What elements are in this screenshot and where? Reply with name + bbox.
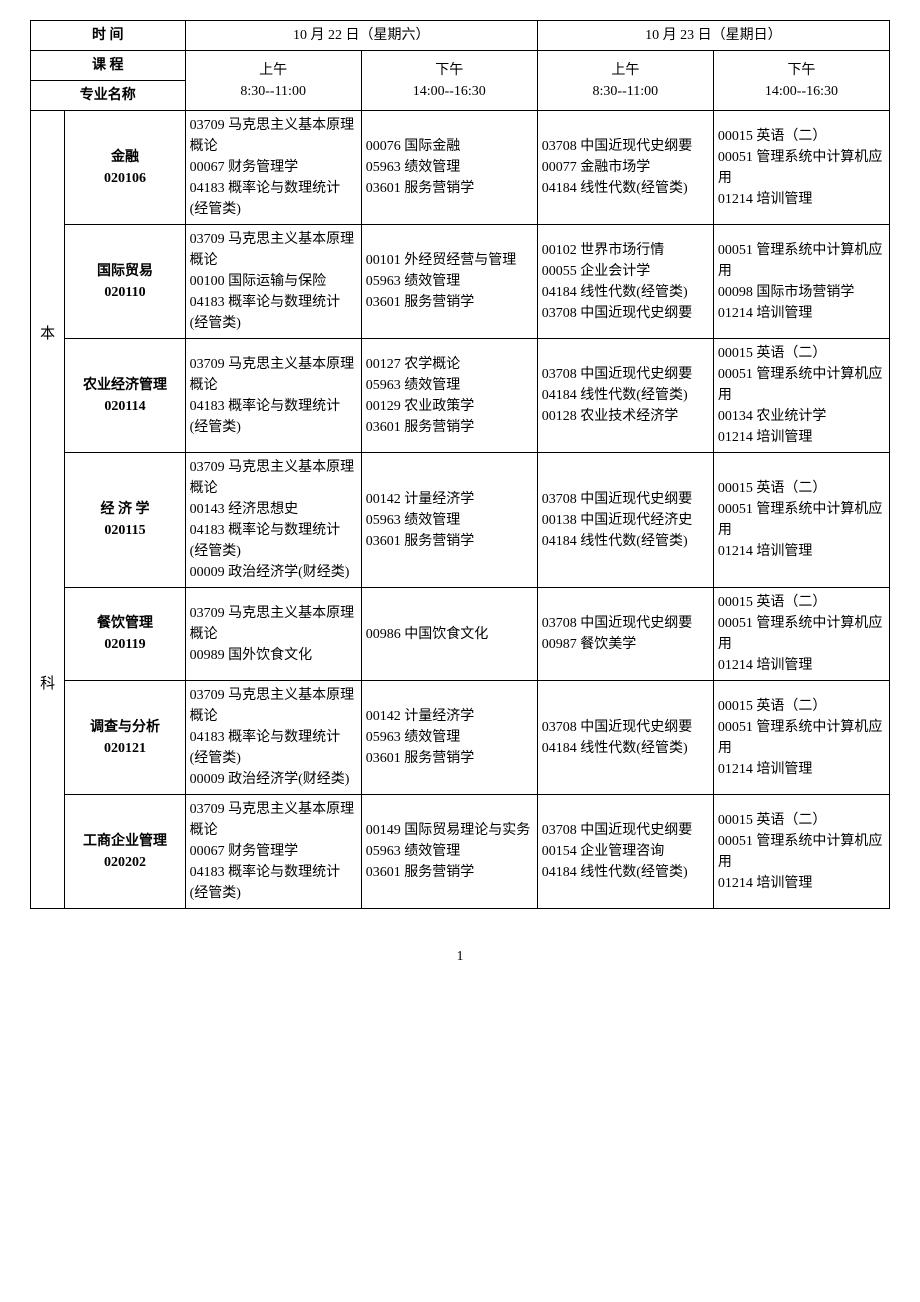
session-cell: 00015 英语（二）00051 管理系统中计算机应用01214 培训管理 xyxy=(713,681,889,795)
day2-pm: 下午 14:00--16:30 xyxy=(713,51,889,111)
day2-label: 10 月 23 日（星期日） xyxy=(537,21,889,51)
pm-label: 下午 xyxy=(435,63,463,78)
pm-time: 14:00--16:30 xyxy=(413,84,486,99)
major-label: 专业名称 xyxy=(31,81,186,111)
course-label: 课 程 xyxy=(31,51,186,81)
table-row: 餐饮管理02011903709 马克思主义基本原理概论00989 国外饮食文化0… xyxy=(31,588,890,681)
session-cell: 03709 马克思主义基本原理概论00067 财务管理学04183 概率论与数理… xyxy=(185,795,361,909)
session-cell: 00076 国际金融05963 绩效管理03601 服务营销学 xyxy=(361,111,537,225)
major-cell: 餐饮管理020119 xyxy=(65,588,185,681)
page-number: 1 xyxy=(30,949,890,965)
session-cell: 00102 世界市场行情00055 企业会计学04184 线性代数(经管类)03… xyxy=(537,225,713,339)
major-cell: 调查与分析020121 xyxy=(65,681,185,795)
am-time-2: 8:30--11:00 xyxy=(593,84,659,99)
session-cell: 00051 管理系统中计算机应用00098 国际市场营销学01214 培训管理 xyxy=(713,225,889,339)
exam-schedule-table: 时 间 10 月 22 日（星期六） 10 月 23 日（星期日） 课 程 上午… xyxy=(30,20,890,909)
session-cell: 03708 中国近现代史纲要00987 餐饮美学 xyxy=(537,588,713,681)
time-label: 时 间 xyxy=(31,21,186,51)
table-row: 经 济 学02011503709 马克思主义基本原理概论00143 经济思想史0… xyxy=(31,453,890,588)
major-cell: 农业经济管理020114 xyxy=(65,339,185,453)
table-row: 农业经济管理02011403709 马克思主义基本原理概论04183 概率论与数… xyxy=(31,339,890,453)
session-cell: 03709 马克思主义基本原理概论04183 概率论与数理统计(经管类) xyxy=(185,339,361,453)
header-row-1: 时 间 10 月 22 日（星期六） 10 月 23 日（星期日） xyxy=(31,21,890,51)
session-cell: 03708 中国近现代史纲要04184 线性代数(经管类)00128 农业技术经… xyxy=(537,339,713,453)
session-cell: 00015 英语（二）00051 管理系统中计算机应用01214 培训管理 xyxy=(713,795,889,909)
major-cell: 经 济 学020115 xyxy=(65,453,185,588)
session-cell: 03709 马克思主义基本原理概论00100 国际运输与保险04183 概率论与… xyxy=(185,225,361,339)
table-row: 国际贸易02011003709 马克思主义基本原理概论00100 国际运输与保险… xyxy=(31,225,890,339)
session-cell: 03709 马克思主义基本原理概论00143 经济思想史04183 概率论与数理… xyxy=(185,453,361,588)
table-row: 工商企业管理02020203709 马克思主义基本原理概论00067 财务管理学… xyxy=(31,795,890,909)
day1-am: 上午 8:30--11:00 xyxy=(185,51,361,111)
am-label: 上午 xyxy=(259,63,287,78)
level-label-bottom: 科 xyxy=(40,673,55,696)
session-cell: 00142 计量经济学05963 绩效管理03601 服务营销学 xyxy=(361,453,537,588)
am-label-2: 上午 xyxy=(611,63,639,78)
pm-time-2: 14:00--16:30 xyxy=(765,84,838,99)
session-cell: 00015 英语（二）00051 管理系统中计算机应用01214 培训管理 xyxy=(713,111,889,225)
major-cell: 国际贸易020110 xyxy=(65,225,185,339)
session-cell: 03709 马克思主义基本原理概论00989 国外饮食文化 xyxy=(185,588,361,681)
session-cell: 00015 英语（二）00051 管理系统中计算机应用01214 培训管理 xyxy=(713,588,889,681)
session-cell: 00142 计量经济学05963 绩效管理03601 服务营销学 xyxy=(361,681,537,795)
pm-label-2: 下午 xyxy=(787,63,815,78)
session-cell: 00986 中国饮食文化 xyxy=(361,588,537,681)
session-cell: 03708 中国近现代史纲要00077 金融市场学04184 线性代数(经管类) xyxy=(537,111,713,225)
header-row-2: 课 程 上午 8:30--11:00 下午 14:00--16:30 上午 8:… xyxy=(31,51,890,81)
table-row: 本科金融02010603709 马克思主义基本原理概论00067 财务管理学04… xyxy=(31,111,890,225)
session-cell: 03708 中国近现代史纲要00138 中国近现代经济史04184 线性代数(经… xyxy=(537,453,713,588)
session-cell: 00101 外经贸经营与管理05963 绩效管理03601 服务营销学 xyxy=(361,225,537,339)
level-cell: 本科 xyxy=(31,111,65,909)
session-cell: 03708 中国近现代史纲要04184 线性代数(经管类) xyxy=(537,681,713,795)
session-cell: 00127 农学概论05963 绩效管理00129 农业政策学03601 服务营… xyxy=(361,339,537,453)
session-cell: 00149 国际贸易理论与实务05963 绩效管理03601 服务营销学 xyxy=(361,795,537,909)
session-cell: 00015 英语（二）00051 管理系统中计算机应用01214 培训管理 xyxy=(713,453,889,588)
session-cell: 03709 马克思主义基本原理概论00067 财务管理学04183 概率论与数理… xyxy=(185,111,361,225)
major-cell: 金融020106 xyxy=(65,111,185,225)
am-time: 8:30--11:00 xyxy=(240,84,306,99)
session-cell: 00015 英语（二）00051 管理系统中计算机应用00134 农业统计学01… xyxy=(713,339,889,453)
day1-label: 10 月 22 日（星期六） xyxy=(185,21,537,51)
session-cell: 03708 中国近现代史纲要00154 企业管理咨询04184 线性代数(经管类… xyxy=(537,795,713,909)
table-row: 调查与分析02012103709 马克思主义基本原理概论04183 概率论与数理… xyxy=(31,681,890,795)
major-cell: 工商企业管理020202 xyxy=(65,795,185,909)
day2-am: 上午 8:30--11:00 xyxy=(537,51,713,111)
session-cell: 03709 马克思主义基本原理概论04183 概率论与数理统计(经管类)0000… xyxy=(185,681,361,795)
level-label-top: 本 xyxy=(40,323,55,346)
day1-pm: 下午 14:00--16:30 xyxy=(361,51,537,111)
